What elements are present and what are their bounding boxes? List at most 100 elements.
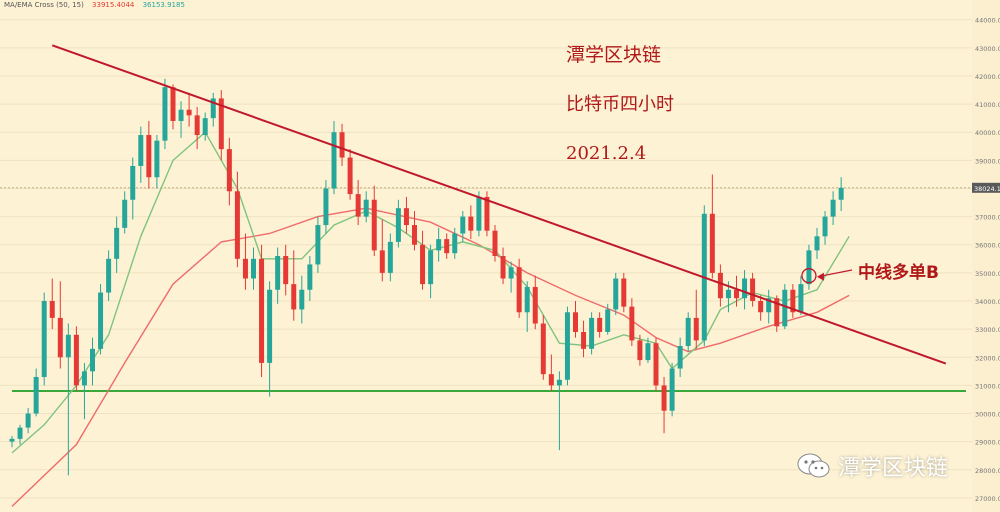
candle-body [315, 225, 321, 265]
price-tick-label: 30000.00 [975, 411, 1000, 419]
candle-body [677, 346, 683, 369]
price-tick-label: 29000.00 [975, 439, 1000, 447]
candle-body [57, 317, 63, 358]
price-tick-label: 35000.00 [975, 270, 1000, 278]
candle-body [637, 340, 643, 361]
candle-body [774, 298, 780, 327]
candle-body [838, 187, 844, 200]
candle-body [830, 199, 836, 217]
candle-body [621, 278, 627, 307]
candle-body [49, 301, 55, 318]
candle-body [709, 213, 715, 273]
candle-body [194, 115, 200, 136]
candle-body [242, 258, 248, 279]
candle-body [516, 267, 522, 313]
candle-body [500, 256, 506, 279]
candle-body [653, 343, 659, 386]
candle-body [138, 135, 144, 166]
candle-body [202, 118, 208, 136]
candle-body [645, 343, 651, 361]
candle-body [154, 140, 160, 178]
candle-body [540, 323, 546, 375]
wechat-icon [797, 453, 830, 478]
indicator-label: MA/EMA Cross (50, 15) [4, 1, 84, 9]
candle-body [717, 272, 723, 299]
candle-body [331, 132, 337, 189]
candle-body [597, 317, 603, 332]
candle-body [323, 188, 329, 226]
candle-body [186, 109, 192, 116]
candle-body [98, 292, 104, 349]
callout-arrowhead [816, 272, 824, 281]
candle-body [492, 230, 498, 256]
candle-body [444, 239, 450, 254]
candle-body [629, 306, 635, 341]
candle-body [589, 317, 595, 349]
candle-body [210, 98, 216, 119]
candle-body [363, 199, 369, 217]
price-tick-label: 39000.00 [975, 157, 1000, 165]
candle-body [725, 289, 731, 299]
candle-body [226, 149, 232, 192]
title-line-2: 比特币四小时 [566, 94, 674, 115]
price-tick-label: 27000.00 [975, 495, 1000, 503]
candle-body [395, 208, 401, 242]
candle-body [412, 225, 417, 245]
candle-body [814, 236, 820, 251]
candle-body [9, 438, 15, 442]
candle-body [90, 348, 95, 372]
trendline [51, 44, 947, 365]
candle-body [299, 289, 305, 310]
candle-body [428, 250, 434, 285]
candle-body [468, 216, 474, 231]
price-tick-label: 42000.00 [975, 73, 1000, 81]
watermark-text: 潭学区块链 [838, 456, 949, 481]
candle-body [573, 312, 578, 332]
candle-body [387, 241, 393, 273]
price-tick-label: 44000.00 [975, 17, 1000, 25]
price-tick-label: 28000.00 [975, 467, 1000, 475]
candle-body [379, 250, 385, 273]
candle-body [371, 199, 377, 251]
candle-body [251, 258, 256, 279]
candle-body [822, 216, 828, 237]
price-tick-label: 32000.00 [975, 354, 1000, 362]
candle-body [782, 289, 788, 327]
candle-body [508, 267, 514, 279]
candle-body [742, 278, 748, 299]
candle-body [33, 376, 39, 414]
title-line-1: 潭学区块链 [566, 44, 662, 66]
candle-body [65, 334, 71, 358]
candle-body [766, 298, 772, 313]
candle-body [178, 109, 184, 121]
candle-body [218, 98, 224, 150]
candle-body [114, 227, 120, 259]
indicator-value-2: 36153.9185 [142, 1, 185, 9]
candle-body [41, 301, 47, 377]
candle-body [436, 239, 442, 251]
candle-body [162, 87, 168, 141]
candle-body [403, 208, 409, 226]
watermark: 潭学区块链 [796, 450, 948, 482]
price-tick-label: 40000.00 [975, 129, 1000, 137]
candle-body [484, 196, 490, 231]
candle-body [122, 199, 128, 228]
candle-body [355, 194, 361, 217]
candle-body [106, 258, 112, 293]
candle-body [613, 278, 619, 310]
title-line-3: 2021.2.4 [566, 143, 647, 164]
price-tick-label: 33000.00 [975, 326, 1000, 334]
candle-body [758, 301, 764, 313]
price-tick-label: 34000.00 [975, 298, 1000, 306]
candle-body [452, 233, 458, 254]
candle-body [532, 286, 538, 324]
candle-body [564, 312, 570, 380]
current-price-tag [972, 182, 1000, 193]
entry-marker [801, 268, 817, 284]
candle-body [347, 157, 353, 195]
price-tick-label: 31000.00 [975, 382, 1000, 390]
ma-slow-line [11, 207, 850, 507]
price-tick-label: 37000.00 [975, 214, 1000, 222]
